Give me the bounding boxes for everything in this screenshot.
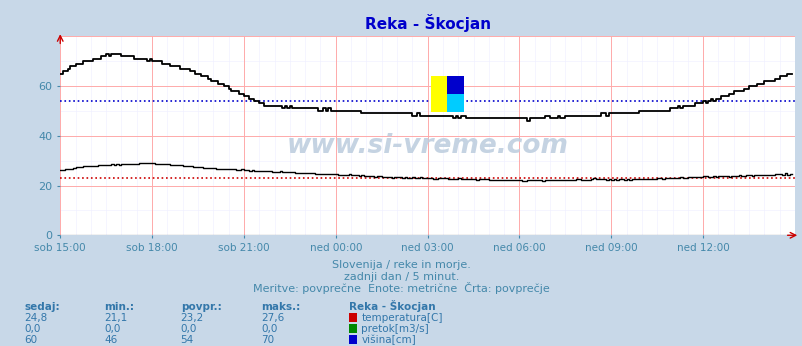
Text: 54: 54 — [180, 335, 194, 345]
Text: 0,0: 0,0 — [261, 324, 277, 334]
Text: maks.:: maks.: — [261, 302, 300, 312]
Text: 60: 60 — [24, 335, 37, 345]
Title: Reka - Škocjan: Reka - Škocjan — [364, 15, 490, 33]
Text: 0,0: 0,0 — [180, 324, 196, 334]
Text: 70: 70 — [261, 335, 273, 345]
Text: Slovenija / reke in morje.: Slovenija / reke in morje. — [332, 260, 470, 270]
Text: Meritve: povprečne  Enote: metrične  Črta: povprečje: Meritve: povprečne Enote: metrične Črta:… — [253, 282, 549, 294]
Text: sedaj:: sedaj: — [24, 302, 59, 312]
Text: 0,0: 0,0 — [24, 324, 40, 334]
Text: min.:: min.: — [104, 302, 134, 312]
Text: zadnji dan / 5 minut.: zadnji dan / 5 minut. — [343, 272, 459, 282]
Text: 46: 46 — [104, 335, 118, 345]
Text: 24,8: 24,8 — [24, 313, 47, 323]
Text: 21,1: 21,1 — [104, 313, 128, 323]
Text: povpr.:: povpr.: — [180, 302, 221, 312]
Bar — [447, 76, 463, 94]
Bar — [447, 94, 463, 112]
Text: 27,6: 27,6 — [261, 313, 284, 323]
Text: 0,0: 0,0 — [104, 324, 120, 334]
Text: Reka - Škocjan: Reka - Škocjan — [349, 300, 435, 312]
Text: višina[cm]: višina[cm] — [361, 335, 415, 345]
Text: 23,2: 23,2 — [180, 313, 204, 323]
Text: www.si-vreme.com: www.si-vreme.com — [286, 133, 568, 159]
Text: pretok[m3/s]: pretok[m3/s] — [361, 324, 428, 334]
Bar — [431, 76, 447, 112]
Text: temperatura[C]: temperatura[C] — [361, 313, 442, 323]
